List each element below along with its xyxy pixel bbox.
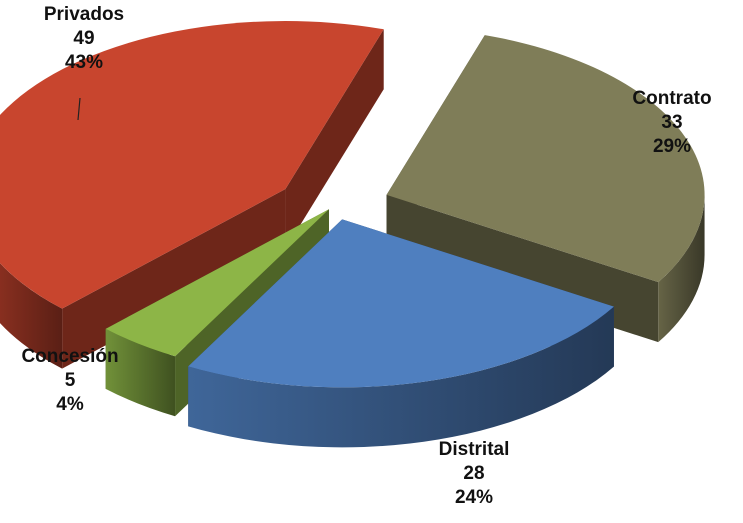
pie-slice-top-distrital — [188, 219, 614, 388]
data-label-name: Distrital — [439, 439, 510, 460]
leader-line-privados — [77, 97, 81, 121]
data-label-value: 33 — [661, 112, 682, 133]
data-label-name: Concesión — [21, 346, 118, 367]
pie-slice-wall-distrital — [188, 306, 614, 448]
data-label-value: 5 — [65, 370, 76, 391]
data-label-value: 49 — [73, 28, 94, 49]
data-label-percent: 24% — [455, 487, 493, 508]
data-label-percent: 43% — [65, 52, 103, 73]
pie-slice-wall-contrato — [658, 194, 705, 343]
data-label-value: 28 — [463, 463, 484, 484]
data-label-name: Contrato — [632, 88, 711, 109]
pie-slice-top-contrato — [386, 35, 705, 283]
data-label-percent: 4% — [56, 394, 84, 415]
data-label-name: Privados — [44, 4, 124, 25]
pie-labels: Contrato 33 29% Distrital 28 24% Concesión 5 4% P… — [21, 4, 711, 508]
pie-slice-top-privados — [0, 21, 384, 309]
pie-slice-top-concesion — [105, 209, 330, 357]
pie-slice-edge-privados-1 — [285, 29, 384, 250]
pie-slice-wall-privados — [0, 263, 63, 369]
data-label-distrital: Distrital 28 24% — [439, 439, 510, 508]
data-label-contrato: Contrato 33 29% — [632, 88, 711, 157]
data-label-privados: Privados 49 43% — [44, 4, 124, 73]
pie-slice-wall-concesion — [105, 328, 176, 417]
pie-sides — [0, 21, 705, 448]
data-label-concesion: Concesión 5 4% — [21, 346, 118, 415]
pie-slice-distrital — [188, 219, 614, 448]
data-label-percent: 29% — [653, 136, 691, 157]
